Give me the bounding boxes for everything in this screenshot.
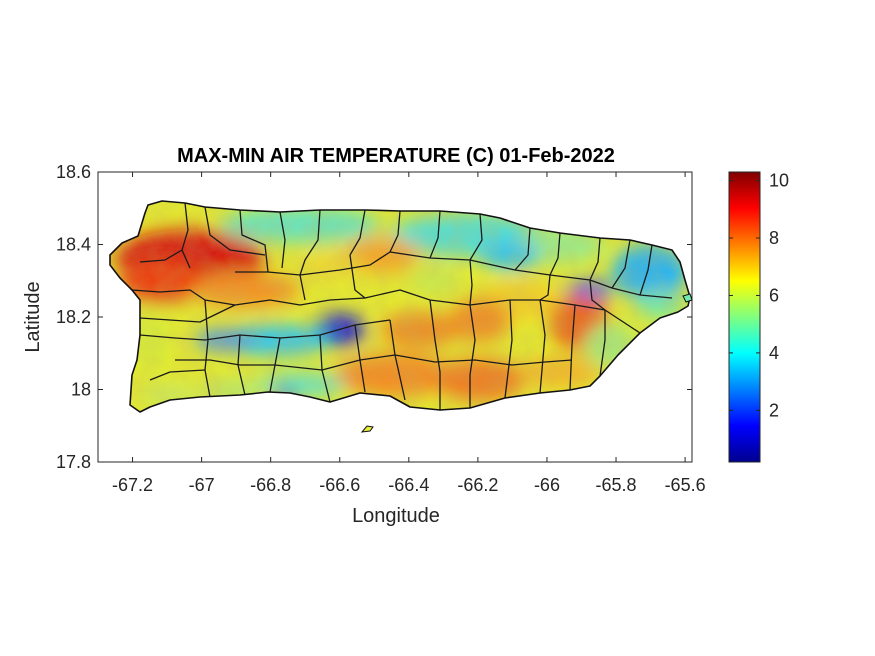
- colorbar-tick-label: 6: [769, 285, 779, 305]
- colorbar-tick-label: 4: [769, 343, 779, 363]
- x-tick-label: -66.8: [250, 475, 291, 495]
- x-tick-label: -67: [189, 475, 215, 495]
- x-axis-label: Longitude: [352, 505, 440, 527]
- y-tick-label: 18.6: [56, 162, 91, 182]
- x-tick-label: -66: [534, 475, 560, 495]
- cayo-island: [682, 293, 693, 303]
- municipality-boundaries: [131, 202, 673, 410]
- y-tick-label: 18: [71, 380, 91, 400]
- y-tick-label: 17.8: [56, 452, 91, 472]
- colorbar-axis: 2 4 6 8 10: [729, 171, 789, 420]
- chart-title: MAX-MIN AIR TEMPERATURE (C) 01-Feb-2022: [177, 145, 615, 167]
- colorbar-tick-label: 8: [769, 228, 779, 248]
- x-tick-label: -65.8: [596, 475, 637, 495]
- colorbar-tick-label: 10: [769, 171, 789, 191]
- x-tick-label: -66.2: [457, 475, 498, 495]
- x-tick-label: -66.4: [388, 475, 429, 495]
- x-tick-label: -66.6: [319, 475, 360, 495]
- y-axis-label: Latitude: [22, 281, 44, 352]
- colorbar: [728, 171, 761, 463]
- colorbar-tick-label: 2: [769, 400, 779, 420]
- y-axis: 17.8 18 18.2 18.4 18.6: [56, 162, 692, 472]
- x-axis: -67.2 -67 -66.8 -66.6 -66.4 -66.2 -66 -65.8 -65.…: [112, 172, 706, 495]
- x-tick-label: -65.6: [665, 475, 706, 495]
- caja-de-muertos-island: [360, 425, 374, 433]
- x-tick-label: -67.2: [112, 475, 153, 495]
- y-tick-label: 18.4: [56, 235, 91, 255]
- y-tick-label: 18.2: [56, 307, 91, 327]
